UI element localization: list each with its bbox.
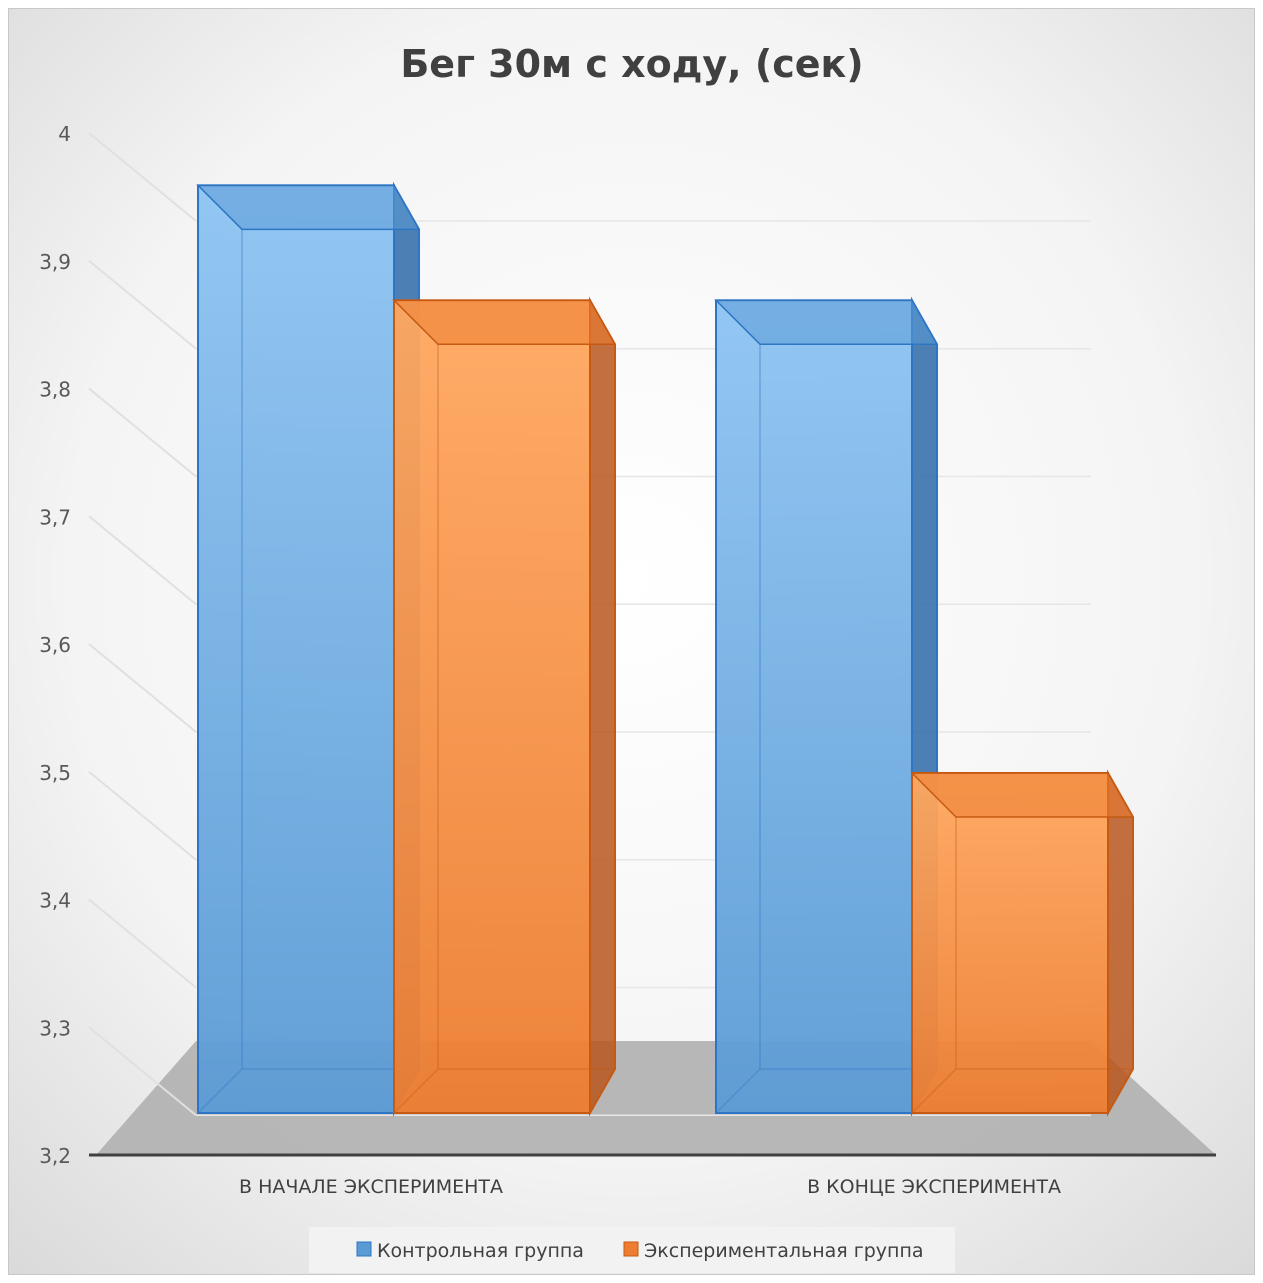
gridline bbox=[88, 770, 197, 861]
gridline bbox=[88, 1026, 197, 1117]
y-tick-label: 3,2 bbox=[39, 1144, 71, 1168]
legend-label: Экспериментальная группа bbox=[644, 1240, 924, 1262]
y-tick-label: 3,8 bbox=[39, 378, 71, 402]
y-tick-label: 3,3 bbox=[39, 1016, 71, 1040]
gridline bbox=[88, 387, 197, 478]
gridline bbox=[88, 259, 197, 350]
bar bbox=[910, 769, 1135, 1117]
chart-title: Бег 30м с ходу, (сек) bbox=[400, 42, 863, 86]
chart-frame: Бег 30м с ходу, (сек) 3,2 3,3 3,4 3,5 3,6 3,7… bbox=[8, 8, 1255, 1275]
x-category-label: В НАЧАЛЕ ЭКСПЕРИМЕНТА bbox=[239, 1176, 503, 1198]
bar bbox=[392, 296, 617, 1117]
chart-svg: Бег 30м с ходу, (сек) 3,2 3,3 3,4 3,5 3,6 3,7… bbox=[9, 9, 1254, 1274]
bar bbox=[196, 181, 421, 1117]
gridline bbox=[88, 515, 197, 606]
x-axis-category-labels: В НАЧАЛЕ ЭКСПЕРИМЕНТА В КОНЦЕ ЭКСПЕРИМЕНТ… bbox=[239, 1176, 1061, 1198]
y-tick-label: 3,4 bbox=[39, 889, 71, 913]
y-tick-label: 3,6 bbox=[39, 633, 71, 657]
legend-swatch bbox=[623, 1241, 639, 1257]
bars-group bbox=[196, 181, 1135, 1117]
gridline bbox=[88, 898, 197, 989]
bar bbox=[714, 296, 939, 1117]
gridline bbox=[88, 132, 197, 222]
legend: Контрольная группа Экспериментальная груп… bbox=[309, 1227, 955, 1273]
y-tick-label: 3,7 bbox=[39, 505, 71, 529]
y-tick-label: 4 bbox=[58, 122, 71, 146]
y-tick-label: 3,5 bbox=[39, 761, 71, 785]
y-tick-label: 3,9 bbox=[39, 250, 71, 274]
legend-swatch bbox=[356, 1241, 372, 1257]
legend-label: Контрольная группа bbox=[377, 1240, 584, 1262]
x-category-label: В КОНЦЕ ЭКСПЕРИМЕНТА bbox=[807, 1176, 1061, 1198]
y-axis-tick-labels: 3,2 3,3 3,4 3,5 3,6 3,7 3,8 3,9 4 bbox=[39, 122, 71, 1168]
gridline bbox=[88, 643, 197, 733]
